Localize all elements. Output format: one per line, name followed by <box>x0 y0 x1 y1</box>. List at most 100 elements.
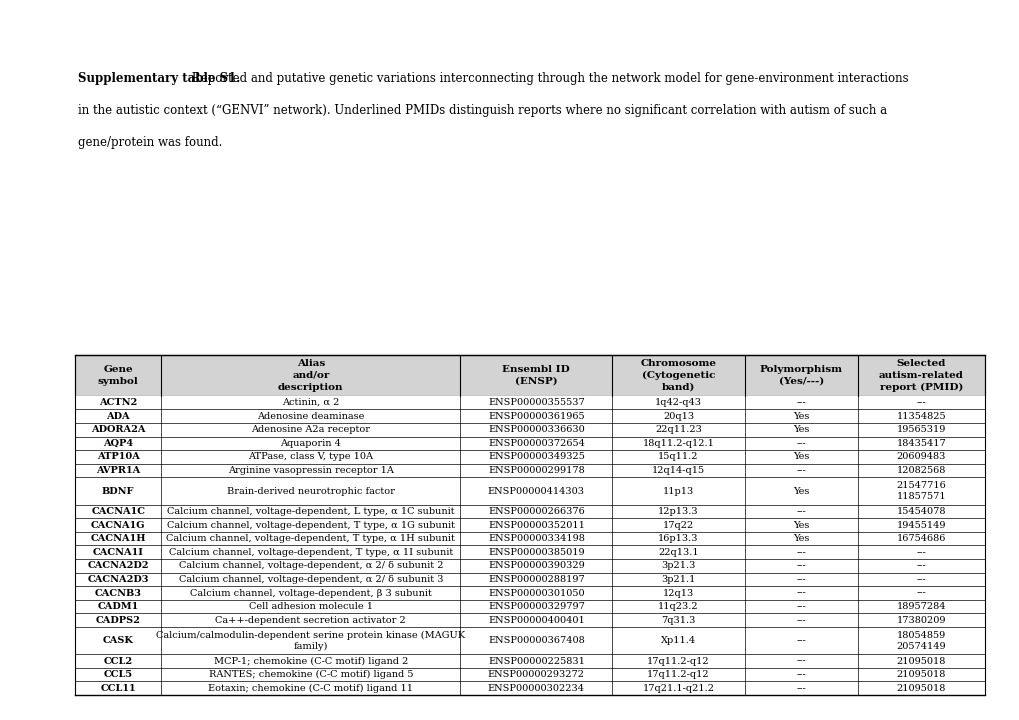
Text: Xp11.4: Xp11.4 <box>660 636 695 645</box>
Text: ---: --- <box>796 636 805 645</box>
Text: 21095018: 21095018 <box>896 657 945 665</box>
Text: ---: --- <box>796 657 805 665</box>
Text: Calcium channel, voltage-dependent, α 2/ δ subunit 2: Calcium channel, voltage-dependent, α 2/… <box>178 562 442 570</box>
Text: ENSP00000329797: ENSP00000329797 <box>487 602 584 611</box>
Bar <box>75 396 984 410</box>
Text: ENSP00000301050: ENSP00000301050 <box>487 588 584 598</box>
Text: 11q23.2: 11q23.2 <box>657 602 698 611</box>
Bar <box>75 546 984 559</box>
Text: 11354825: 11354825 <box>896 412 946 420</box>
Text: Arginine vasopressin receptor 1A: Arginine vasopressin receptor 1A <box>227 466 393 475</box>
Text: ENSP00000225831: ENSP00000225831 <box>487 657 584 665</box>
Bar <box>75 668 984 681</box>
Text: gene/protein was found.: gene/protein was found. <box>77 136 222 149</box>
Text: CADM1: CADM1 <box>98 602 139 611</box>
Text: Yes: Yes <box>792 521 808 529</box>
Bar <box>75 681 984 695</box>
Text: ENSP00000352011: ENSP00000352011 <box>487 521 584 529</box>
Text: ENSP00000400401: ENSP00000400401 <box>487 616 584 625</box>
Bar <box>75 613 984 627</box>
Bar <box>75 410 984 423</box>
Text: Reported and putative genetic variations interconnecting through the network mod: Reported and putative genetic variations… <box>189 72 908 85</box>
Bar <box>75 572 984 586</box>
Text: CADPS2: CADPS2 <box>96 616 141 625</box>
Text: 17q11.2-q12: 17q11.2-q12 <box>647 657 709 665</box>
Text: Actinin, α 2: Actinin, α 2 <box>282 398 339 407</box>
Bar <box>75 450 984 464</box>
Text: Ensembl ID
(ENSP): Ensembl ID (ENSP) <box>502 365 570 386</box>
Text: ENSP00000266376: ENSP00000266376 <box>487 507 584 516</box>
Text: Ca++-dependent secretion activator 2: Ca++-dependent secretion activator 2 <box>215 616 406 625</box>
Bar <box>75 518 984 532</box>
Text: ---: --- <box>796 466 805 475</box>
Text: Yes: Yes <box>792 426 808 434</box>
Text: 15q11.2: 15q11.2 <box>657 452 698 462</box>
Text: ---: --- <box>796 398 805 407</box>
Text: ENSP00000336630: ENSP00000336630 <box>487 426 584 434</box>
Text: 21547716
11857571: 21547716 11857571 <box>896 481 946 501</box>
Text: ---: --- <box>915 588 925 598</box>
Bar <box>75 559 984 572</box>
Text: AVPR1A: AVPR1A <box>96 466 141 475</box>
Text: ENSP00000361965: ENSP00000361965 <box>487 412 584 420</box>
Text: ---: --- <box>796 588 805 598</box>
Text: RANTES; chemokine (C-C motif) ligand 5: RANTES; chemokine (C-C motif) ligand 5 <box>208 670 413 679</box>
Text: CCL5: CCL5 <box>104 670 132 679</box>
Text: Calcium channel, voltage-dependent, T type, α 1G subunit: Calcium channel, voltage-dependent, T ty… <box>167 521 454 529</box>
Text: 22q11.23: 22q11.23 <box>654 426 701 434</box>
Text: Yes: Yes <box>792 412 808 420</box>
Text: ENSP00000334198: ENSP00000334198 <box>487 534 584 543</box>
Text: Polymorphism
(Yes/---): Polymorphism (Yes/---) <box>759 365 842 386</box>
Text: 12p13.3: 12p13.3 <box>657 507 698 516</box>
Text: Supplementary table S1.: Supplementary table S1. <box>77 72 240 85</box>
Bar <box>75 627 984 654</box>
Text: 16754686: 16754686 <box>896 534 945 543</box>
Text: ---: --- <box>796 507 805 516</box>
Text: ACTN2: ACTN2 <box>99 398 138 407</box>
Text: ENSP00000288197: ENSP00000288197 <box>487 575 584 584</box>
Bar <box>75 586 984 600</box>
Text: 21095018: 21095018 <box>896 684 945 693</box>
Text: MCP-1; chemokine (C-C motif) ligand 2: MCP-1; chemokine (C-C motif) ligand 2 <box>213 657 408 665</box>
Text: Calcium channel, voltage-dependent, T type, α 1I subunit: Calcium channel, voltage-dependent, T ty… <box>168 548 452 557</box>
Text: Brain-derived neurotrophic factor: Brain-derived neurotrophic factor <box>226 487 394 495</box>
Text: ---: --- <box>915 562 925 570</box>
Bar <box>75 477 984 505</box>
Text: 18957284: 18957284 <box>896 602 945 611</box>
Text: 7q31.3: 7q31.3 <box>660 616 695 625</box>
Text: ---: --- <box>796 562 805 570</box>
Text: Yes: Yes <box>792 487 808 495</box>
Text: Calcium channel, voltage-dependent, β 3 subunit: Calcium channel, voltage-dependent, β 3 … <box>190 588 431 598</box>
Text: ---: --- <box>796 684 805 693</box>
Text: Calcium channel, voltage-dependent, L type, α 1C subunit: Calcium channel, voltage-dependent, L ty… <box>167 507 454 516</box>
Text: ENSP00000349325: ENSP00000349325 <box>487 452 584 462</box>
Text: Gene
symbol: Gene symbol <box>98 365 139 386</box>
Text: ---: --- <box>915 548 925 557</box>
Text: Cell adhesion molecule 1: Cell adhesion molecule 1 <box>249 602 373 611</box>
Text: CACNA1H: CACNA1H <box>91 534 146 543</box>
Text: Adenosine A2a receptor: Adenosine A2a receptor <box>251 426 370 434</box>
Bar <box>75 505 984 518</box>
Text: Adenosine deaminase: Adenosine deaminase <box>257 412 364 420</box>
Bar <box>75 436 984 450</box>
Text: 1q42-q43: 1q42-q43 <box>654 398 701 407</box>
Text: Calcium channel, voltage-dependent, T type, α 1H subunit: Calcium channel, voltage-dependent, T ty… <box>166 534 454 543</box>
Text: in the autistic context (“GENVI” network). Underlined PMIDs distinguish reports : in the autistic context (“GENVI” network… <box>77 104 887 117</box>
Text: ---: --- <box>796 670 805 679</box>
Text: 17380209: 17380209 <box>896 616 945 625</box>
Text: Eotaxin; chemokine (C-C motif) ligand 11: Eotaxin; chemokine (C-C motif) ligand 11 <box>208 683 413 693</box>
Text: 19455149: 19455149 <box>896 521 945 529</box>
Text: 3p21.3: 3p21.3 <box>660 562 695 570</box>
Text: Chromosome
(Cytogenetic
band): Chromosome (Cytogenetic band) <box>640 359 716 392</box>
Text: ENSP00000355537: ENSP00000355537 <box>487 398 584 407</box>
Text: ATP10A: ATP10A <box>97 452 140 462</box>
Text: CACNB3: CACNB3 <box>95 588 142 598</box>
Text: Calcium channel, voltage-dependent, α 2/ δ subunit 3: Calcium channel, voltage-dependent, α 2/… <box>178 575 442 584</box>
Text: 12q14-q15: 12q14-q15 <box>651 466 704 475</box>
Text: ---: --- <box>915 575 925 584</box>
Text: ---: --- <box>796 439 805 448</box>
Text: Yes: Yes <box>792 452 808 462</box>
Bar <box>75 464 984 477</box>
Bar <box>75 423 984 436</box>
Text: 20q13: 20q13 <box>662 412 694 420</box>
